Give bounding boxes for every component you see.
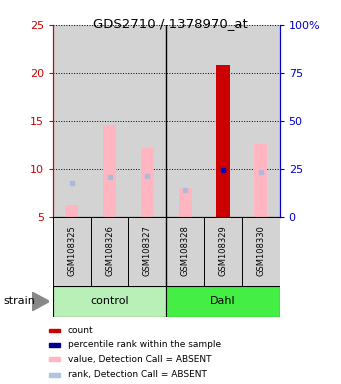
Bar xyxy=(129,25,166,217)
Text: GSM108325: GSM108325 xyxy=(67,225,76,275)
Text: count: count xyxy=(68,326,93,335)
Bar xyxy=(141,148,154,217)
Bar xyxy=(103,125,116,217)
Bar xyxy=(242,25,280,217)
Text: control: control xyxy=(90,296,129,306)
Text: GSM108330: GSM108330 xyxy=(256,225,265,276)
Text: GSM108328: GSM108328 xyxy=(181,225,190,276)
Text: Dahl: Dahl xyxy=(210,296,236,306)
Bar xyxy=(53,25,91,217)
Text: GSM108326: GSM108326 xyxy=(105,225,114,276)
Bar xyxy=(166,217,204,286)
Bar xyxy=(166,25,204,217)
Bar xyxy=(91,25,129,217)
Bar xyxy=(204,217,242,286)
Text: GSM108329: GSM108329 xyxy=(219,225,227,275)
Bar xyxy=(91,217,129,286)
Text: GDS2710 / 1378970_at: GDS2710 / 1378970_at xyxy=(93,17,248,30)
Bar xyxy=(49,357,60,361)
Bar xyxy=(53,217,91,286)
Text: percentile rank within the sample: percentile rank within the sample xyxy=(68,340,221,349)
Bar xyxy=(242,217,280,286)
Bar xyxy=(65,205,78,217)
Bar xyxy=(254,144,267,217)
Text: strain: strain xyxy=(3,296,35,306)
Bar xyxy=(216,65,229,217)
Text: GSM108327: GSM108327 xyxy=(143,225,152,276)
Bar xyxy=(129,217,166,286)
Bar xyxy=(166,286,280,317)
Bar xyxy=(204,25,242,217)
Bar xyxy=(179,188,192,217)
Bar xyxy=(49,329,60,333)
Polygon shape xyxy=(32,292,49,311)
Text: value, Detection Call = ABSENT: value, Detection Call = ABSENT xyxy=(68,355,211,364)
Bar xyxy=(53,286,166,317)
Bar xyxy=(49,373,60,377)
Text: rank, Detection Call = ABSENT: rank, Detection Call = ABSENT xyxy=(68,370,207,379)
Bar xyxy=(49,343,60,347)
